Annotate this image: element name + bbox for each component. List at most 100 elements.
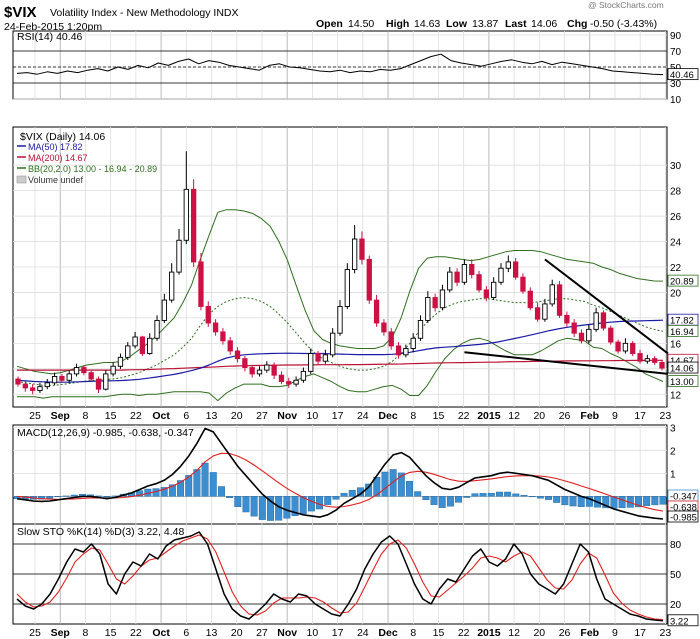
macd-histogram-bar [201, 462, 209, 497]
macd-histogram-bar [553, 496, 561, 503]
sto-value-label-box [667, 614, 699, 627]
candle-body [498, 267, 504, 283]
candle-body [73, 367, 80, 375]
chg-label: Chg [567, 18, 587, 30]
x-tick-label: 9 [612, 410, 618, 422]
candle-body [432, 297, 438, 309]
candle-body [51, 376, 58, 384]
x-tick-label: 13 [206, 627, 218, 639]
sto-value-label-text: 3.22 [670, 616, 689, 627]
rsi-line [16, 53, 664, 76]
macd-histogram-bar [226, 496, 234, 498]
macd-histogram-bar [177, 480, 185, 497]
macd-histogram-bar [95, 495, 103, 497]
x-tick-label: Feb [580, 410, 599, 422]
macd-histogram-bar [324, 496, 332, 505]
x-tick-label: 20 [533, 627, 545, 639]
x-tick-label: 20 [231, 627, 243, 639]
candle-body [220, 331, 226, 342]
macd-histogram-bar [54, 496, 62, 498]
candle-body [542, 303, 548, 320]
x-tick-label: Oct [152, 410, 170, 422]
macd-histogram-bar [577, 496, 585, 507]
x-tick-label: 15 [105, 627, 117, 639]
macd-histogram-bar [536, 496, 544, 499]
candle-body [417, 320, 424, 339]
macd-histogram-bar [455, 496, 463, 503]
x-tick-label: Oct [152, 627, 170, 639]
candle-body [154, 320, 160, 339]
rsi-y-tick: 70 [670, 47, 682, 58]
legend-swatch-volume [16, 175, 27, 184]
x-tick-label: 2015 [477, 627, 501, 639]
ma50-value-label-text: 17.82 [670, 316, 694, 327]
trendline-lower [464, 351, 669, 375]
candle-body [44, 382, 50, 388]
price-y-tick: 20 [670, 288, 682, 299]
legend-bb: BB(20,2.0) 13.00 - 16.94 - 20.89 [28, 164, 157, 174]
candle-body [461, 264, 468, 283]
bb-middle-value-label-text: 16.94 [670, 327, 694, 338]
price-y-tick: 22 [670, 263, 682, 274]
candle-body [29, 387, 36, 391]
macd-histogram-bar [430, 496, 438, 505]
x-tick-label: 20 [231, 410, 243, 422]
candle-body [622, 342, 629, 352]
macd-histogram-bar [397, 472, 405, 497]
macd-histogram-bar [585, 496, 593, 507]
candle-body [190, 188, 197, 263]
macd-histogram-bar [348, 489, 356, 497]
x-tick-label: 26 [559, 627, 571, 639]
macd-y-tick: 2 [670, 446, 676, 457]
macd-histogram-bar [446, 496, 454, 507]
candle-body [600, 312, 607, 329]
price-y-tick: 12 [670, 390, 682, 401]
candle-body [227, 340, 233, 352]
macd-histogram-bar [504, 491, 512, 497]
candle-body [527, 290, 533, 309]
macd-histogram-bar [46, 496, 54, 499]
candle-body [586, 328, 592, 342]
candle-body [176, 239, 182, 273]
candle-body [659, 362, 665, 369]
low-label: Low [446, 18, 468, 30]
bb-lower-line [17, 337, 664, 402]
candle-body [505, 261, 511, 269]
macd-histogram-bar [569, 496, 577, 507]
bb-upper-value-label-box [667, 274, 699, 287]
x-tick-label: 8 [83, 410, 89, 422]
rsi-y-tick: 90 [670, 31, 682, 42]
x-tick-label: 23 [660, 410, 672, 422]
macd-histogram-bar [62, 495, 70, 497]
macd-line [16, 427, 664, 520]
x-tick-label: 24 [357, 627, 369, 639]
macd-histogram-bar [651, 496, 659, 506]
chg-value: -0.50 (-3.43%) [590, 18, 657, 30]
macd-histogram-bar [479, 493, 487, 497]
watermark: @ StockCharts.com [588, 0, 664, 10]
macd-histogram-bar [234, 496, 242, 507]
x-tick-label: 22 [130, 410, 142, 422]
candle-body [315, 353, 321, 362]
price-value-label: 14.06 [667, 361, 699, 375]
macd-histogram-bar [487, 492, 495, 497]
price-y-tick: 16 [670, 339, 682, 350]
candles [15, 151, 665, 395]
candle-body [454, 271, 460, 283]
x-tick-label: 17 [634, 627, 646, 639]
candle-body [593, 312, 599, 330]
candle-body [564, 314, 570, 324]
macd-histogram-bar [242, 496, 250, 513]
macd-histogram-bar [13, 496, 21, 499]
candle-body [652, 358, 658, 363]
x-tick-label: 8 [410, 627, 416, 639]
macd-histogram-bar [291, 496, 299, 516]
candle-body [615, 341, 621, 352]
x-tick-label: 24 [357, 410, 369, 422]
x-tick-label: 6 [183, 410, 189, 422]
series-layer [13, 53, 669, 622]
rsi-value-label-box [667, 68, 699, 81]
x-tick-label: 9 [612, 627, 618, 639]
high-value: 14.63 [414, 18, 440, 30]
macd-title: MACD(12,26,9) -0.985, -0.638, -0.347 [17, 427, 194, 439]
